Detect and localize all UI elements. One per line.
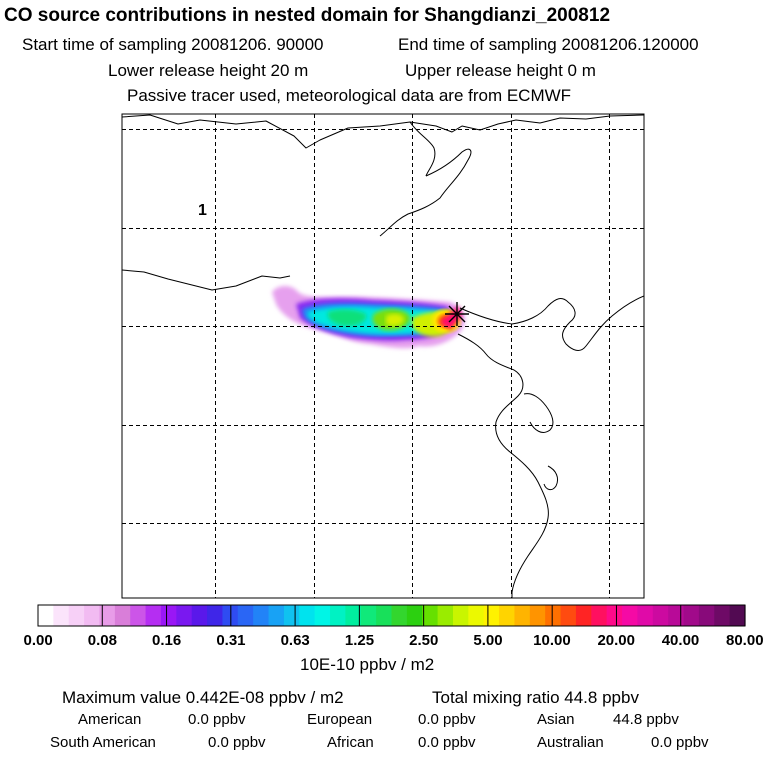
map-gridlines: [122, 114, 644, 598]
colorbar-swatch: [452, 605, 469, 626]
plume-yellow-core-mid: [386, 313, 404, 327]
colorbar-swatch: [529, 605, 546, 626]
colorbar-swatch: [99, 605, 116, 626]
lower-release-height: Lower release height 20 m: [108, 61, 309, 80]
colorbar-swatch: [130, 605, 147, 626]
maximum-value: Maximum value 0.442E-08 ppbv / m2: [62, 688, 344, 707]
colorbar-swatch: [422, 605, 439, 626]
colorbar-swatch: [714, 605, 731, 626]
colorbar-tick-label: 0.08: [87, 632, 117, 649]
colorbar-swatch: [299, 605, 316, 626]
colorbar-swatch: [514, 605, 531, 626]
source-american-label: American: [78, 711, 142, 728]
colorbar-swatch: [160, 605, 177, 626]
source-asian-value: 44.8 ppbv: [613, 711, 679, 728]
map-frame: [121, 113, 645, 599]
colorbar-swatch: [38, 605, 54, 626]
source-european-label: European: [307, 711, 373, 728]
colorbar-swatch: [53, 605, 70, 626]
colorbar-tick-label: 10.00: [533, 632, 571, 649]
source-australian-label: Australian: [537, 734, 604, 751]
total-mixing-ratio: Total mixing ratio 44.8 ppbv: [432, 688, 639, 707]
colorbar-swatch: [253, 605, 270, 626]
upper-release-height: Upper release height 0 m: [405, 61, 596, 80]
colorbar-tick-label: 0.16: [152, 632, 182, 649]
colorbar-swatch: [698, 605, 715, 626]
source-south-american-label: South American: [50, 734, 156, 751]
colorbar-swatch: [84, 605, 101, 626]
colorbar-swatch: [545, 605, 562, 626]
colorbar-swatch: [668, 605, 685, 626]
source-south-american-value: 0.0 ppbv: [208, 734, 266, 751]
colorbar-tick-label: 1.25: [344, 632, 375, 649]
colorbar-swatch: [191, 605, 208, 626]
colorbar-swatch: [468, 605, 485, 626]
colorbar-swatch: [683, 605, 700, 626]
colorbar-swatch: [114, 605, 131, 626]
receptor-marker: [445, 302, 469, 326]
colorbar-swatch: [575, 605, 592, 626]
colorbar-unit-label: 10E-10 ppbv / m2: [300, 655, 435, 674]
chart-title: CO source contributions in nested domain…: [4, 5, 611, 26]
source-australian-value: 0.0 ppbv: [651, 734, 709, 751]
colorbar-swatch: [314, 605, 331, 626]
colorbar-tick-label: 20.00: [597, 632, 635, 649]
source-european-value: 0.0 ppbv: [418, 711, 476, 728]
colorbar-tick-label: 0.31: [216, 632, 246, 649]
colorbar-swatch: [606, 605, 623, 626]
colorbar-swatch: [591, 605, 608, 626]
colorbar-tick-label: 0.00: [23, 632, 53, 649]
colorbar: [37, 604, 746, 627]
source-african-label: African: [327, 734, 374, 751]
colorbar-frame: [37, 604, 746, 627]
source-african-value: 0.0 ppbv: [418, 734, 476, 751]
colorbar-tick-label: 80.00: [726, 632, 764, 649]
colorbar-swatch: [391, 605, 408, 626]
source-asian-label: Asian: [537, 711, 575, 728]
colorbar-swatch: [560, 605, 577, 626]
colorbar-swatch: [483, 605, 500, 626]
source-american-value: 0.0 ppbv: [188, 711, 246, 728]
colorbar-swatch: [406, 605, 423, 626]
sampling-start-time: Start time of sampling 20081206. 90000: [22, 35, 324, 54]
coastline: [122, 114, 644, 598]
sampling-end-time: End time of sampling 20081206.120000: [398, 35, 699, 54]
colorbar-swatch: [283, 605, 300, 626]
colorbar-swatch: [499, 605, 516, 626]
colorbar-swatch: [176, 605, 193, 626]
colorbar-swatch: [268, 605, 285, 626]
tracer-note: Passive tracer used, meteorological data…: [127, 86, 572, 105]
panel-label: 1: [198, 202, 207, 219]
colorbar-swatch: [330, 605, 346, 626]
colorbar-swatch: [345, 605, 362, 626]
colorbar-swatch: [729, 605, 746, 626]
colorbar-tick-label: 0.63: [280, 632, 310, 649]
colorbar-swatch: [652, 605, 669, 626]
colorbar-swatch: [376, 605, 393, 626]
colorbar-tick-label: 2.50: [409, 632, 439, 649]
colorbar-tick-label: 5.00: [473, 632, 503, 649]
colorbar-swatch: [437, 605, 454, 626]
colorbar-swatch: [360, 605, 377, 626]
colorbar-swatch: [207, 605, 224, 626]
colorbar-swatch: [637, 605, 654, 626]
colorbar-swatch: [68, 605, 85, 626]
colorbar-tick-label: 40.00: [661, 632, 700, 649]
plume-green-core-west: [327, 309, 367, 326]
colorbar-swatch: [145, 605, 162, 626]
colorbar-swatch: [237, 605, 254, 626]
colorbar-swatch: [622, 605, 639, 626]
